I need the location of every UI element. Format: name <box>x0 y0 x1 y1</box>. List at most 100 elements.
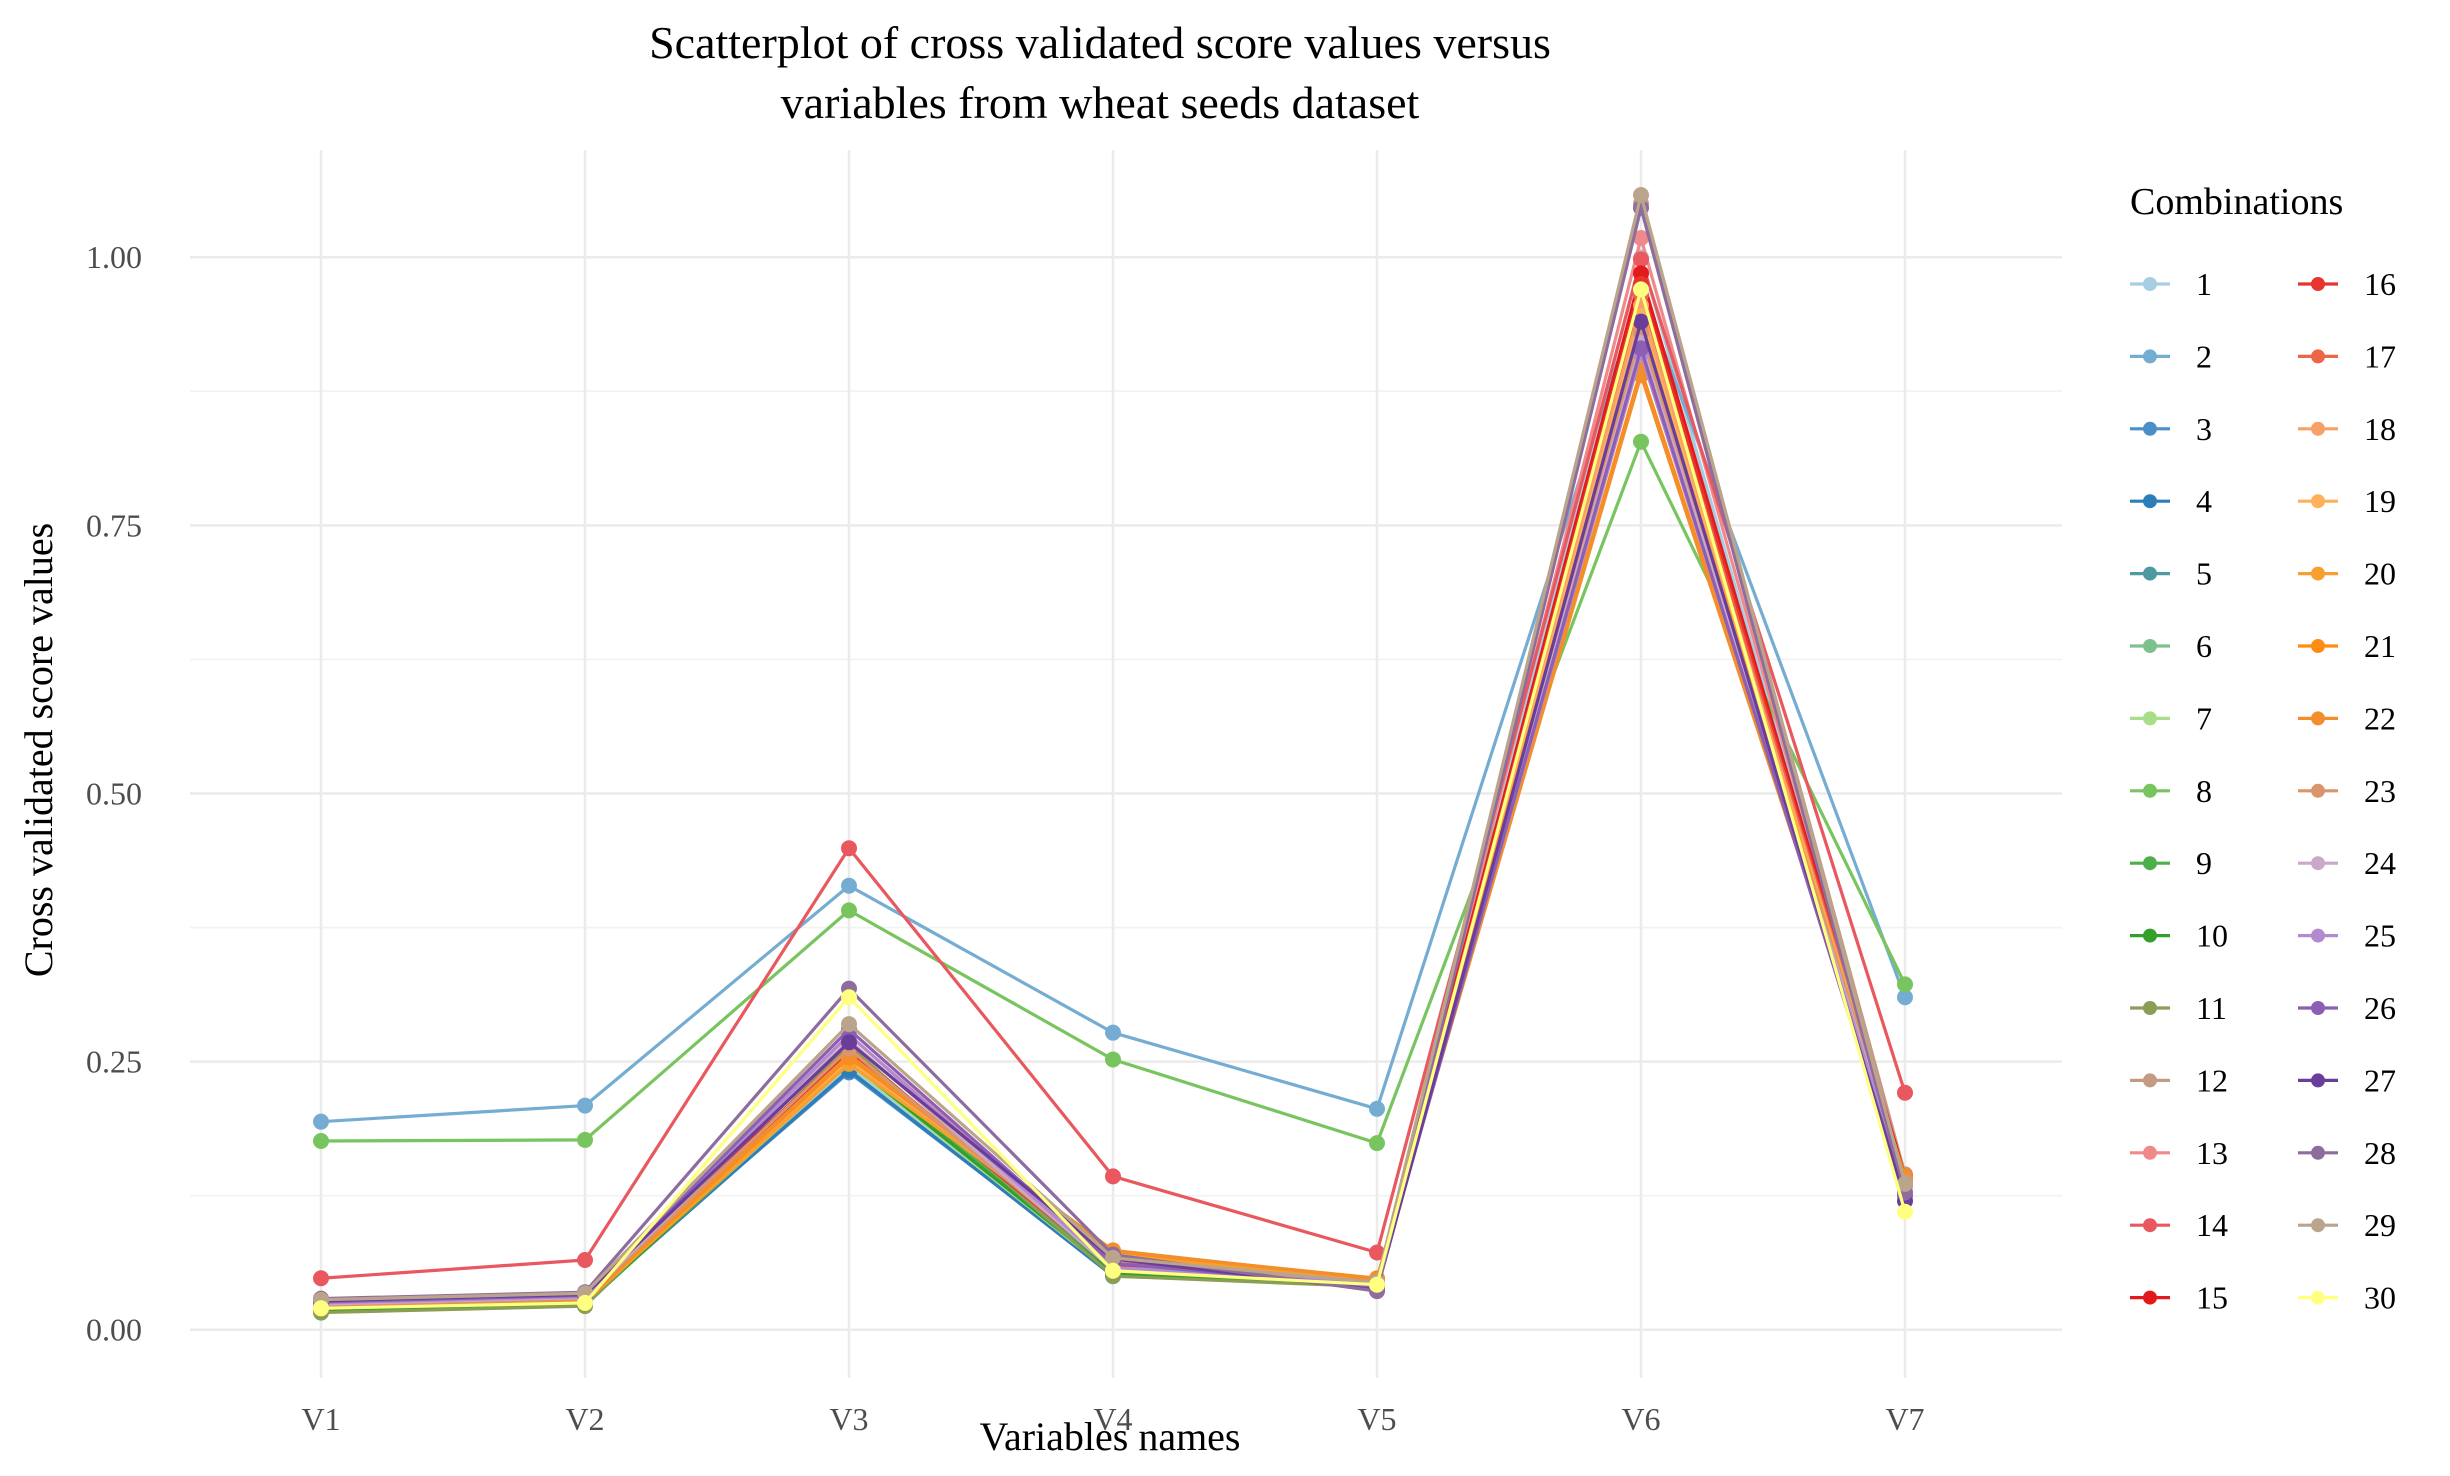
legend-label: 19 <box>2364 483 2396 519</box>
series-30 <box>313 281 1913 1317</box>
data-point <box>841 840 857 857</box>
y-axis-ticks: 0.00 0.25 0.50 0.75 1.00 <box>86 239 142 1347</box>
legend-item: 3 <box>2130 411 2212 447</box>
legend-item: 7 <box>2130 700 2212 736</box>
legend-label: 29 <box>2364 1207 2396 1243</box>
legend-label: 5 <box>2196 556 2212 592</box>
legend-swatch-point <box>2311 1145 2325 1160</box>
y-tick-label: 1.00 <box>86 239 142 275</box>
legend-label: 20 <box>2364 556 2396 592</box>
legend-label: 22 <box>2364 700 2396 736</box>
legend-swatch-point <box>2143 711 2157 726</box>
legend-swatch-point <box>2311 494 2325 509</box>
legend-item: 1 <box>2130 266 2212 302</box>
legend-label: 3 <box>2196 411 2212 447</box>
legend-label: 17 <box>2364 338 2396 374</box>
data-point <box>1369 1244 1385 1261</box>
legend-swatch-point <box>2311 1001 2325 1015</box>
legend-swatch-point <box>2143 856 2157 871</box>
legend-swatch-point <box>2143 783 2157 798</box>
data-point <box>1897 1203 1913 1220</box>
data-point <box>1897 989 1913 1006</box>
legend-swatch-point <box>2311 277 2325 291</box>
legend-label: 4 <box>2196 483 2212 519</box>
legend-item: 23 <box>2298 773 2396 809</box>
legend-item: 19 <box>2298 483 2396 519</box>
legend: Combinations 123456789101112131415161718… <box>2130 181 2396 1316</box>
data-point <box>577 1131 593 1148</box>
legend-label: 18 <box>2364 411 2396 447</box>
legend-label: 2 <box>2196 338 2212 374</box>
data-point <box>577 1097 593 1114</box>
legend-label: 16 <box>2364 266 2396 302</box>
data-point <box>841 1016 857 1033</box>
data-point <box>1897 1084 1913 1101</box>
data-point <box>313 1113 329 1130</box>
legend-label: 8 <box>2196 773 2212 809</box>
x-tick-label: V5 <box>1357 1401 1396 1437</box>
legend-label: 9 <box>2196 845 2212 881</box>
series-lines <box>313 187 1913 1321</box>
legend-item: 17 <box>2298 338 2396 374</box>
y-tick-label: 0.50 <box>86 775 142 811</box>
x-tick-label: V2 <box>565 1401 604 1437</box>
data-point <box>1633 251 1649 268</box>
legend-item: 27 <box>2298 1062 2396 1098</box>
legend-label: 7 <box>2196 700 2212 736</box>
legend-swatch-point <box>2311 1290 2325 1305</box>
data-point <box>1105 1168 1121 1185</box>
data-point <box>1105 1262 1121 1279</box>
legend-label: 30 <box>2364 1280 2396 1316</box>
legend-swatch-point <box>2311 928 2325 943</box>
legend-swatch-point <box>2311 711 2325 726</box>
data-point <box>841 902 857 919</box>
legend-label: 12 <box>2196 1062 2228 1098</box>
x-tick-label: V3 <box>829 1401 868 1437</box>
legend-label: 26 <box>2364 990 2396 1026</box>
legend-item: 25 <box>2298 918 2396 954</box>
legend-swatch-point <box>2143 639 2157 653</box>
series-8 <box>313 433 1913 1152</box>
legend-label: 10 <box>2196 918 2228 954</box>
legend-swatch-point <box>2311 1073 2325 1088</box>
y-tick-label: 0.25 <box>86 1044 142 1080</box>
legend-swatch-point <box>2311 856 2325 871</box>
legend-item: 30 <box>2298 1280 2396 1316</box>
data-point <box>1897 1175 1913 1192</box>
legend-item: 2 <box>2130 338 2212 374</box>
legend-item: 9 <box>2130 845 2212 881</box>
legend-label: 11 <box>2196 990 2227 1026</box>
legend-item: 14 <box>2130 1207 2228 1243</box>
data-point <box>841 989 857 1006</box>
legend-item: 15 <box>2130 1280 2228 1316</box>
data-point <box>841 1034 857 1051</box>
legend-item: 26 <box>2298 990 2396 1026</box>
legend-item: 4 <box>2130 483 2212 519</box>
legend-item: 18 <box>2298 411 2396 447</box>
legend-swatch-point <box>2311 1218 2325 1233</box>
y-tick-label: 0.75 <box>86 507 142 543</box>
x-axis-ticks: V1 V2 V3 V4 V5 V6 V7 <box>301 1401 1924 1437</box>
legend-item: 28 <box>2298 1135 2396 1171</box>
legend-label: 25 <box>2364 918 2396 954</box>
series-14 <box>313 251 1913 1287</box>
legend-item: 5 <box>2130 556 2212 592</box>
x-tick-label: V1 <box>301 1401 340 1437</box>
legend-swatch-point <box>2143 1290 2157 1305</box>
data-point <box>841 877 857 894</box>
data-point <box>1633 340 1649 357</box>
data-point <box>577 1294 593 1311</box>
legend-swatch-point <box>2311 783 2325 798</box>
legend-item: 21 <box>2298 628 2396 664</box>
data-point <box>1633 229 1649 246</box>
legend-item: 22 <box>2298 700 2396 736</box>
legend-label: 15 <box>2196 1280 2228 1316</box>
legend-item: 24 <box>2298 845 2396 881</box>
data-point <box>313 1300 329 1317</box>
legend-item: 20 <box>2298 556 2396 592</box>
chart-title-line-1: Scatterplot of cross validated score val… <box>649 17 1551 68</box>
legend-item: 11 <box>2130 990 2227 1026</box>
data-point <box>1105 1249 1121 1266</box>
legend-label: 28 <box>2364 1135 2396 1171</box>
